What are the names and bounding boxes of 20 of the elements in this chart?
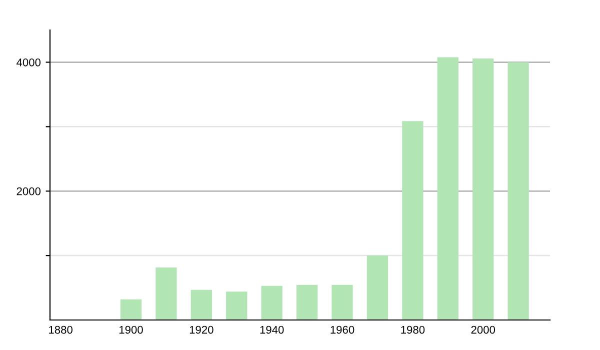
bar bbox=[190, 290, 212, 320]
x-tick-label: 1940 bbox=[260, 326, 284, 334]
bar bbox=[261, 286, 282, 320]
x-tick-label: 2000 bbox=[471, 326, 496, 334]
bar bbox=[332, 284, 353, 320]
bar bbox=[508, 62, 529, 320]
x-tick-label: 1960 bbox=[330, 326, 354, 334]
x-tick-label: 1880 bbox=[49, 326, 72, 334]
bar bbox=[296, 284, 318, 320]
bar bbox=[402, 121, 424, 320]
x-tick-label: 1980 bbox=[401, 326, 425, 334]
x-tick-label: 1920 bbox=[190, 326, 214, 334]
y-tick-label: 4000 bbox=[16, 58, 41, 66]
bar bbox=[120, 299, 142, 320]
bar bbox=[226, 292, 248, 320]
x-tick-label: 1900 bbox=[119, 326, 143, 334]
bar bbox=[156, 267, 177, 320]
bar bbox=[366, 256, 388, 320]
bar bbox=[472, 58, 494, 320]
bar bbox=[437, 57, 458, 320]
